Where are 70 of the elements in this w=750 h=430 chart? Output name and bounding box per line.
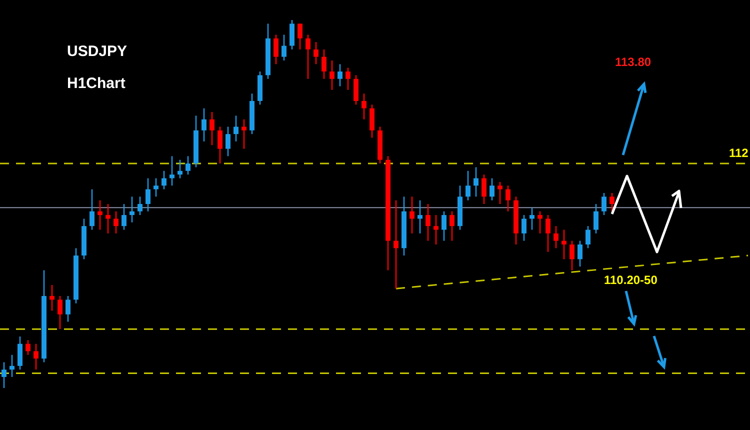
candlestick: [2, 362, 6, 389]
candlestick: [538, 210, 542, 234]
candlestick: [50, 284, 54, 312]
candlestick: [442, 210, 446, 242]
candlestick: [562, 229, 566, 260]
candlestick: [578, 240, 582, 268]
candlestick: [242, 118, 246, 150]
candlestick: [354, 74, 358, 106]
candlestick: [186, 156, 190, 176]
candlestick: [410, 196, 414, 234]
candlestick: [394, 200, 398, 290]
candlestick: [450, 210, 454, 242]
candlestick: [522, 214, 526, 242]
candlestick: [170, 156, 174, 186]
candlestick: [290, 19, 294, 50]
candlestick: [146, 178, 150, 212]
candlestick: [330, 60, 334, 91]
candlestick: [282, 34, 286, 62]
candlestick: [26, 340, 30, 356]
candlestick: [506, 185, 510, 212]
candlestick: [338, 64, 342, 87]
annotation: H1Chart: [67, 75, 126, 92]
candlestick: [178, 159, 182, 179]
candlestick: [314, 41, 318, 65]
candlestick: [202, 108, 206, 142]
candlestick: [306, 34, 310, 80]
candlestick: [138, 196, 142, 216]
candlestick: [58, 295, 62, 330]
candlestick: [482, 174, 486, 205]
candlestick: [610, 192, 614, 212]
candlestick: [130, 196, 134, 223]
candlestick: [114, 210, 118, 234]
candlestick: [530, 207, 534, 230]
candlestick: [10, 354, 14, 378]
candlestick: [474, 166, 478, 198]
candlestick: [418, 200, 422, 234]
candlestick: [98, 200, 102, 230]
candlestick: [234, 115, 238, 142]
candlestick: [322, 48, 326, 80]
candlestick: [370, 104, 374, 138]
candlestick: [122, 203, 126, 230]
candlestick: [346, 67, 350, 91]
candlestick: [210, 111, 214, 146]
candlestick: [546, 214, 550, 252]
candlestick: [66, 295, 70, 322]
candlestick: [274, 34, 278, 65]
candlestick: [586, 225, 590, 249]
candlestick: [434, 214, 438, 246]
candlestick: [226, 126, 230, 157]
candlestick: [34, 343, 38, 370]
annotation: 113.80: [615, 55, 652, 69]
candlestick: [498, 181, 502, 205]
candlestick: [466, 170, 470, 201]
candlestick: [162, 170, 166, 190]
candlestick: [570, 240, 574, 271]
candlestick: [218, 126, 222, 164]
candlestick: [106, 203, 110, 234]
candlestick: [298, 23, 302, 50]
candlestick: [602, 192, 606, 216]
candlestick: [490, 178, 494, 201]
candlestick: [554, 225, 558, 249]
annotation: 112: [729, 146, 749, 160]
annotation: USDJPY: [67, 43, 128, 60]
candlestick: [90, 188, 94, 230]
candlestick: [18, 336, 22, 370]
candlestick: [362, 93, 366, 120]
candlestick: [426, 203, 430, 242]
candlestick: [594, 203, 598, 234]
annotation: 110.20-50: [604, 273, 658, 287]
candlestick: [154, 178, 158, 198]
